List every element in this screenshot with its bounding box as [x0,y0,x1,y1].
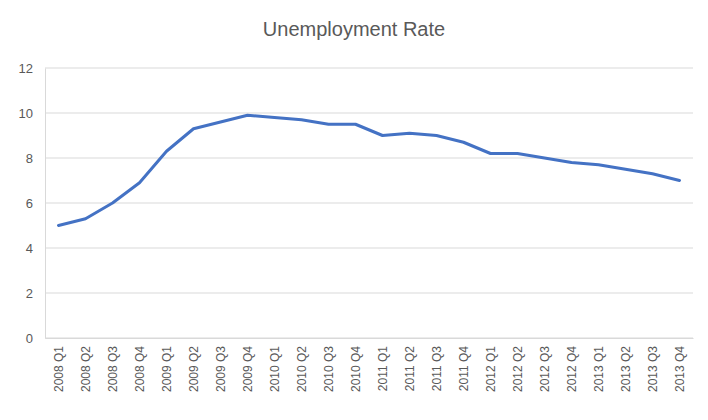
x-tick-label: 2013 Q2 [619,346,633,392]
x-tick: 2010 Q1 [268,338,282,392]
x-tick: 2011 Q1 [376,338,390,391]
y-tick: 6 [26,196,45,211]
y-tick: 0 [26,331,45,346]
x-tick-label: 2013 Q3 [646,346,660,392]
x-tick-label: 2009 Q2 [187,346,201,392]
x-tick: 2010 Q4 [349,338,363,392]
x-tick: 2010 Q2 [295,338,309,392]
x-tick-label: 2010 Q4 [349,346,363,392]
x-tick-label: 2008 Q3 [106,346,120,392]
plot-area [59,115,680,225]
x-tick: 2009 Q1 [160,338,174,392]
x-tick: 2013 Q4 [673,338,687,392]
x-tick: 2012 Q3 [538,338,552,392]
chart-title: Unemployment Rate [263,18,445,40]
x-tick: 2009 Q4 [241,338,255,392]
x-tick: 2011 Q3 [430,338,444,391]
x-tick-label: 2008 Q1 [52,346,66,392]
x-tick: 2013 Q1 [592,338,606,392]
x-tick: 2008 Q3 [106,338,120,392]
x-axis-line [46,338,694,339]
y-tick-label: 12 [19,61,33,76]
x-tick-label: 2011 Q2 [403,346,417,391]
y-tick-label: 2 [26,286,33,301]
x-tick: 2008 Q2 [79,338,93,392]
grid-line [45,248,693,249]
x-tick-label: 2008 Q4 [133,346,147,392]
y-axis: 0 2 4 6 8 10 12 [19,61,46,346]
x-tick-label: 2009 Q4 [241,346,255,392]
x-tick: 2013 Q3 [646,338,660,392]
x-tick-label: 2011 Q4 [457,346,471,391]
data-line [59,115,680,225]
x-tick: 2012 Q4 [565,338,579,392]
x-tick-label: 2013 Q4 [673,346,687,392]
x-tick: 2008 Q4 [133,338,147,392]
y-tick: 8 [26,151,45,166]
x-tick-label: 2009 Q1 [160,346,174,392]
x-tick: 2013 Q2 [619,338,633,392]
x-tick: 2009 Q2 [187,338,201,392]
x-tick: 2012 Q1 [484,338,498,392]
y-tick: 2 [26,286,45,301]
x-tick-label: 2010 Q1 [268,346,282,392]
x-tick: 2009 Q3 [214,338,228,392]
x-tick-label: 2011 Q3 [430,346,444,391]
x-tick-label: 2010 Q3 [322,346,336,392]
y-tick-label: 10 [19,106,33,121]
y-tick-label: 4 [26,241,33,256]
x-tick-label: 2010 Q2 [295,346,309,392]
y-tick-label: 0 [26,331,33,346]
x-tick: 2012 Q2 [511,338,525,392]
y-tick: 12 [19,61,45,76]
grid-line [45,203,693,204]
y-axis-line [45,69,46,339]
grid-line [45,113,693,114]
grid-line [45,293,693,294]
x-tick-label: 2009 Q3 [214,346,228,392]
x-tick: 2011 Q4 [457,338,471,391]
x-tick: 2011 Q2 [403,338,417,391]
x-tick-label: 2012 Q3 [538,346,552,392]
x-tick: 2010 Q3 [322,338,336,392]
x-tick-label: 2012 Q4 [565,346,579,392]
x-tick-label: 2013 Q1 [592,346,606,392]
y-tick: 10 [19,106,45,121]
grid-line [45,68,693,69]
grid-line [45,158,693,159]
x-tick-label: 2012 Q2 [511,346,525,392]
x-tick-label: 2008 Q2 [79,346,93,392]
y-tick-label: 6 [26,196,33,211]
x-axis: 2008 Q1 2008 Q2 2008 Q3 2008 Q4 2009 Q1 2009 … [46,338,694,392]
x-tick: 2008 Q1 [52,338,66,392]
x-tick-label: 2012 Q1 [484,346,498,392]
y-tick-label: 8 [26,151,33,166]
grid-line [45,338,693,339]
grid [45,68,693,338]
x-tick-label: 2011 Q1 [376,346,390,391]
y-tick: 4 [26,241,45,256]
